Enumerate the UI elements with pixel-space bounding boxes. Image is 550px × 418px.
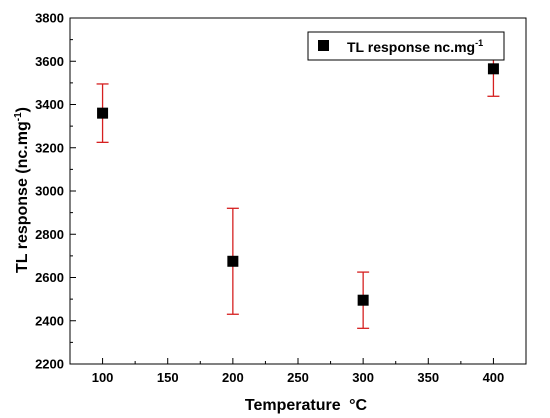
data-markers: [97, 63, 499, 306]
x-tick-label: 250: [287, 370, 309, 385]
y-axis-title: TL response (nc.mg-1): [13, 107, 31, 273]
x-axis-ticks: 100 150 200 250 300 350 400: [69, 358, 527, 385]
legend: TL response nc.mg-1: [307, 31, 505, 61]
x-tick-label: 400: [483, 370, 505, 385]
x-axis-title: Temperature °C: [245, 397, 368, 414]
y-tick-label: 3400: [35, 97, 64, 112]
x-tick-label: 100: [92, 370, 114, 385]
y-tick-label: 3000: [35, 184, 64, 199]
legend-marker: [318, 40, 329, 51]
data-point: [357, 294, 369, 306]
y-tick-label: 3600: [35, 54, 64, 69]
data-point: [487, 63, 499, 75]
data-point: [97, 107, 109, 119]
y-tick-label: 2800: [35, 227, 64, 242]
legend-box: [307, 31, 505, 61]
x-tick-label: 350: [417, 370, 439, 385]
x-tick-label: 150: [157, 370, 179, 385]
legend-label-sup: -1: [475, 38, 483, 48]
error-bars: [96, 40, 500, 329]
y-tick-label: 2200: [35, 357, 64, 372]
y-axis-ticks: 2200 2400 2600 2800 3000 3200 3400 3600 3800: [35, 11, 76, 372]
y-tick-label: 2400: [35, 313, 64, 328]
x-tick-label: 300: [352, 370, 374, 385]
plot-frame: [69, 17, 527, 365]
legend-entry: TL response nc.mg-1: [347, 38, 483, 55]
y-axis-label-sup: -1: [13, 112, 24, 121]
data-point: [227, 255, 239, 267]
y-tick-label: 3800: [35, 11, 64, 26]
plot-area: [69, 17, 527, 365]
y-axis-label-end: ): [14, 107, 31, 112]
x-axis-label: Temperature: [245, 397, 341, 414]
x-tick-label: 200: [222, 370, 244, 385]
x-axis-unit: °C: [349, 397, 367, 414]
legend-label: TL response nc.mg: [347, 39, 475, 55]
y-tick-label: 3200: [35, 140, 64, 155]
y-axis-label: TL response (nc.mg: [14, 121, 31, 273]
y-tick-label: 2600: [35, 270, 64, 285]
